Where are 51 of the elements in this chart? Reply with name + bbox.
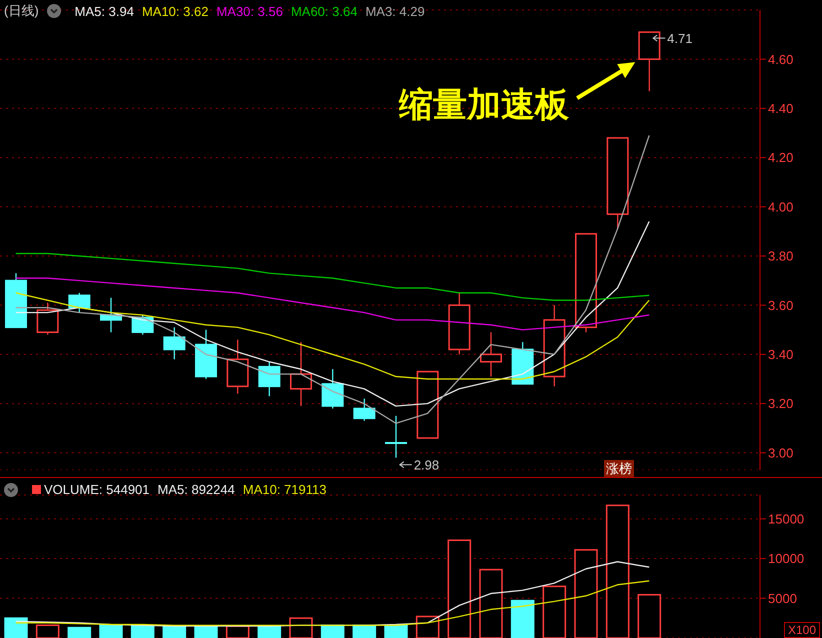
y-tick-label: 3.00 [768, 445, 794, 460]
line-series [15, 278, 650, 330]
candlestick [353, 398, 376, 422]
y-tick-label: 3.80 [768, 248, 794, 264]
candlestick [543, 304, 566, 387]
line-series [15, 580, 650, 626]
bar [258, 625, 282, 638]
annotation: 2.98 [414, 458, 440, 473]
text: MA30: 3.56 [216, 4, 283, 18]
annotation: 涨榜 [604, 460, 634, 478]
y-tick-label: 5000 [768, 590, 797, 606]
text: MA5: 892244 [158, 482, 235, 497]
y-tick-label: 4.20 [768, 150, 794, 166]
y-tick-label: 3.20 [768, 396, 794, 412]
bar [510, 600, 534, 638]
candlestick [448, 292, 470, 355]
line-series [15, 134, 650, 424]
y-tick-label: 3.40 [768, 347, 794, 362]
text: MA10: 719113 [242, 482, 326, 497]
candlestick [226, 339, 249, 394]
text: MA5: 3.94 [74, 4, 134, 18]
y-axis-title: X100 [784, 622, 820, 638]
bar [384, 624, 408, 638]
candlestick [163, 326, 186, 360]
bar [4, 617, 28, 638]
chart-title: (日线) [4, 2, 39, 20]
y-tick-label: 4.60 [768, 52, 794, 67]
bar [68, 626, 92, 638]
line-series [15, 220, 650, 407]
candlestick [290, 341, 312, 407]
legend-label: VOLUME: 544901 [43, 482, 150, 497]
text: MA3: 4.29 [365, 4, 425, 18]
bar [194, 625, 218, 638]
bar [320, 624, 344, 638]
line-series [15, 292, 650, 380]
annotation: 缩量加速板 [398, 86, 570, 124]
text: MA60: 3.64 [290, 4, 358, 18]
bar [130, 625, 154, 638]
y-tick-label: 15000 [768, 511, 804, 526]
bar [162, 625, 186, 638]
y-tick-label: 10000 [768, 551, 804, 566]
candlestick [480, 332, 502, 378]
y-tick-label: 4.00 [768, 199, 794, 214]
line-series [15, 252, 650, 301]
candlestick [384, 415, 408, 458]
text: MA10: 3.62 [142, 4, 208, 18]
y-tick-label: 4.40 [768, 101, 794, 116]
bar [352, 624, 376, 638]
text: 4.71 [667, 31, 692, 46]
y-tick-label: 3.60 [768, 298, 794, 313]
bar [99, 624, 123, 638]
